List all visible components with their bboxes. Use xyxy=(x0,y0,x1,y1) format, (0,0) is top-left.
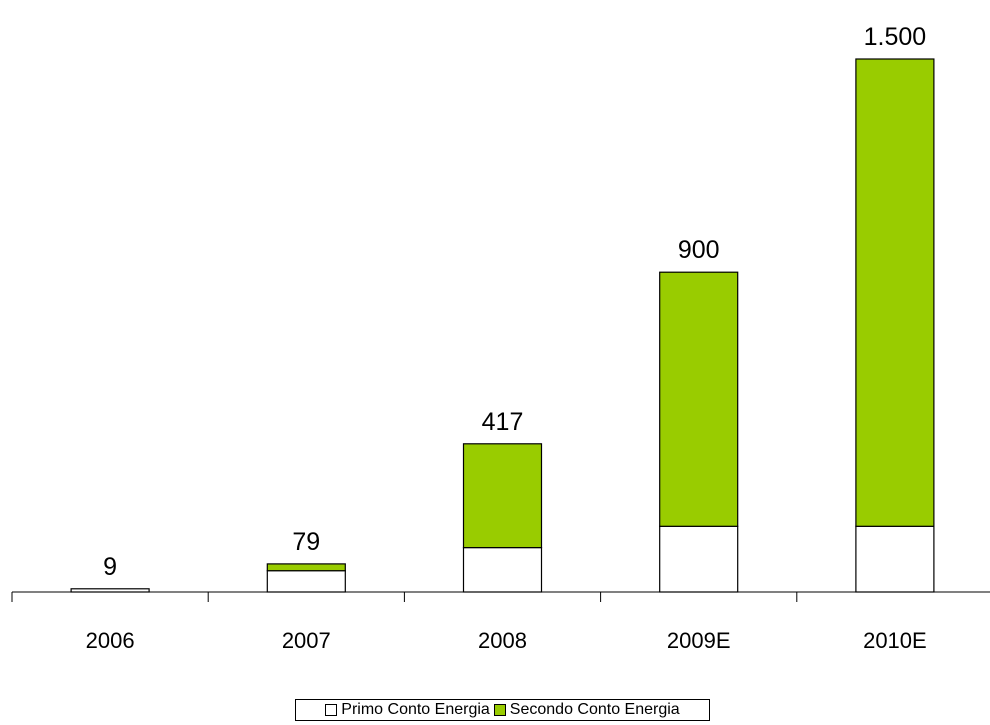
total-label: 900 xyxy=(678,236,720,264)
bars-group xyxy=(70,58,935,593)
x-tick-label: 2007 xyxy=(282,628,331,653)
legend-label-primo: Primo Conto Energia xyxy=(341,701,490,718)
x-tick-label: 2009E xyxy=(667,628,731,653)
bar-2007-series-0 xyxy=(266,570,346,593)
labels-group: 2006 2007 2008 2009E 2010E 9 79 417 900 1.500 xyxy=(86,23,927,653)
bar-2008-series-1 xyxy=(462,443,543,549)
legend: Primo Conto Energia Secondo Conto Energi… xyxy=(295,699,710,721)
x-tick-label: 2008 xyxy=(478,628,527,653)
bar-2010e-series-0 xyxy=(855,525,935,593)
x-axis xyxy=(11,591,990,602)
total-label: 417 xyxy=(482,408,524,436)
legend-label-secondo: Secondo Conto Energia xyxy=(509,701,680,718)
legend-item-primo: Primo Conto Energia xyxy=(325,701,490,719)
bar-2009e-series-0 xyxy=(659,525,739,593)
total-label: 79 xyxy=(292,528,320,556)
legend-swatch-primo xyxy=(325,704,338,716)
x-tick-label: 2010E xyxy=(863,628,927,653)
legend-swatch-secondo xyxy=(493,704,506,716)
bar-2010e-series-1 xyxy=(855,58,935,527)
bar-2008-series-0 xyxy=(462,546,543,593)
x-tick-label: 2006 xyxy=(86,628,135,653)
bar-2009e-series-1 xyxy=(659,271,739,527)
total-label: 1.500 xyxy=(864,23,927,51)
legend-item-secondo: Secondo Conto Energia xyxy=(493,701,680,719)
bar-2007-series-1 xyxy=(266,563,346,572)
total-label: 9 xyxy=(103,553,117,581)
